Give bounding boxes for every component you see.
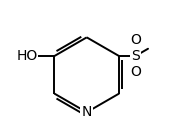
Text: O: O xyxy=(130,65,141,79)
Text: O: O xyxy=(130,33,141,47)
Text: HO: HO xyxy=(16,49,37,63)
Text: S: S xyxy=(131,49,140,63)
Text: N: N xyxy=(81,105,92,119)
